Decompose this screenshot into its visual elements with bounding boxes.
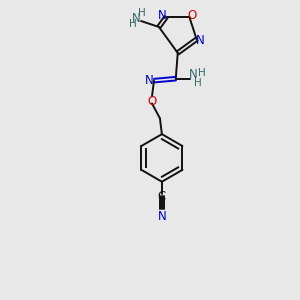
Text: N: N bbox=[132, 12, 140, 25]
Text: H: H bbox=[129, 19, 137, 29]
Text: O: O bbox=[188, 9, 197, 22]
Text: H: H bbox=[194, 78, 201, 88]
Text: N: N bbox=[158, 9, 167, 22]
Text: O: O bbox=[147, 95, 157, 108]
Text: N: N bbox=[196, 34, 205, 47]
Text: N: N bbox=[189, 68, 198, 81]
Text: N: N bbox=[158, 210, 166, 223]
Text: N: N bbox=[145, 74, 153, 87]
Text: H: H bbox=[198, 68, 206, 78]
Text: H: H bbox=[138, 8, 146, 18]
Text: C: C bbox=[158, 190, 166, 203]
